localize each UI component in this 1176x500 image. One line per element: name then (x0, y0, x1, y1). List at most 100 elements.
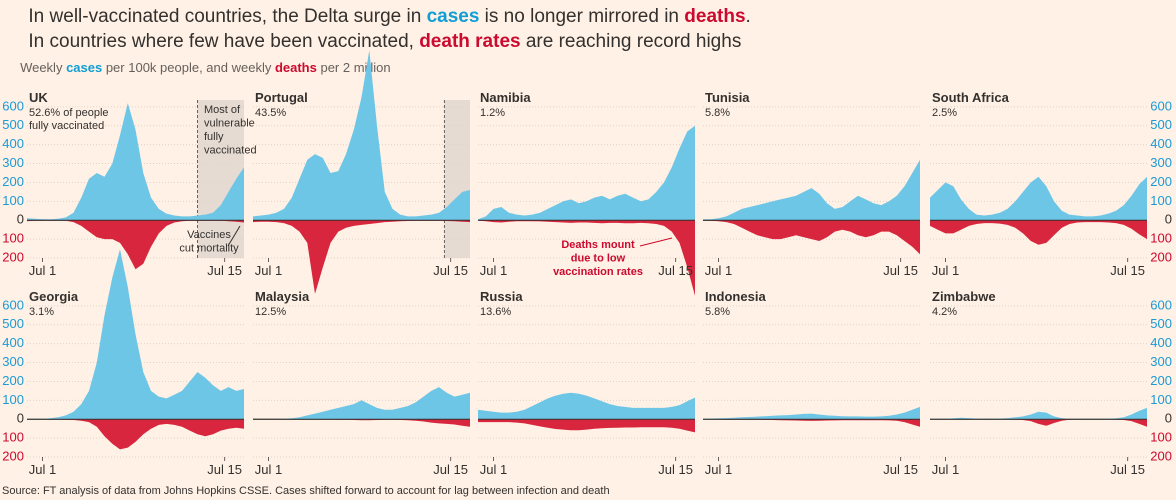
title-part: cases (427, 6, 480, 27)
highlight-region (444, 100, 470, 258)
y-tick-label: 500 (2, 316, 24, 331)
y-tick-label: 100 (2, 231, 24, 246)
area (703, 406, 920, 420)
y-tick-label: 100 (2, 392, 24, 407)
subtitle-part: cases (66, 60, 102, 75)
panel-title: Zimbabwe (932, 289, 996, 304)
y-tick-label: 300 (2, 155, 24, 170)
x-tick-label: Jul 1 (705, 263, 732, 278)
y-tick-label: 200 (2, 448, 24, 463)
annotation-text: Vaccines (187, 229, 231, 241)
subtitle-part: per 2 million (317, 60, 391, 75)
y-tick-label: 0 (1165, 411, 1172, 426)
panel-title: Namibia (480, 90, 531, 105)
area (703, 419, 920, 427)
area (703, 159, 920, 221)
panel-subtitle: 5.8% (705, 107, 730, 119)
area (930, 176, 1147, 221)
y-tick-label: 200 (1150, 174, 1172, 189)
x-tick-label: Jul 1 (932, 462, 959, 477)
annotation-text: vaccination rates (553, 266, 643, 278)
panel: Indonesia 5.8% Jul 1 Jul 15 (703, 289, 920, 477)
panel-title: Malaysia (255, 289, 310, 304)
panel: Namibia 1.2% Jul 1 Jul 15 Deaths mount due to… (478, 90, 695, 296)
x-tick-label: Jul 1 (705, 462, 732, 477)
x-tick-label: Jul 15 (1110, 263, 1145, 278)
y-tick-label: 100 (1150, 231, 1172, 246)
annotation-text: Most of (204, 104, 241, 116)
subtitle-part: Weekly (20, 60, 66, 75)
panel-title: Russia (480, 289, 523, 304)
panel: South Africa 2.5% Jul 1 Jul 15 600 500 400 300 2… (930, 90, 1172, 278)
area (930, 407, 1147, 420)
annotation-text: due to low (571, 253, 626, 265)
x-tick-label: Jul 15 (433, 462, 468, 477)
annotation-text: fully (204, 131, 224, 143)
title-part: deaths (684, 6, 745, 27)
panel-subtitle: 4.2% (932, 306, 957, 318)
area (478, 419, 695, 433)
x-tick-label: Jul 1 (480, 462, 507, 477)
y-tick-label: 100 (2, 430, 24, 445)
y-tick-label: 0 (17, 411, 24, 426)
panel-title: South Africa (932, 90, 1010, 105)
source: Source: FT analysis of data from Johns H… (2, 485, 610, 497)
annotation-text: Deaths mount (561, 239, 635, 251)
y-tick-label: 0 (17, 212, 24, 227)
subtitle-part: per 100k people, and weekly (102, 60, 275, 75)
x-tick-label: Jul 15 (883, 462, 918, 477)
y-tick-label: 500 (1150, 117, 1172, 132)
x-tick-label: Jul 1 (255, 263, 282, 278)
y-tick-label: 300 (1150, 354, 1172, 369)
area (478, 125, 695, 221)
panel: Portugal 43.5% Jul 1 Jul 15 (253, 50, 470, 294)
x-tick-label: Jul 15 (883, 263, 918, 278)
y-tick-label: 200 (1150, 448, 1172, 463)
x-tick-label: Jul 15 (658, 263, 693, 278)
annotation: Vaccines cut mortality (179, 225, 241, 255)
y-tick-label: 100 (1150, 193, 1172, 208)
panel-subtitle: 5.8% (705, 306, 730, 318)
panel-subtitle: 2.5% (932, 107, 957, 119)
y-tick-label: 600 (2, 98, 24, 113)
title-part: In countries where few have been vaccina… (28, 31, 419, 52)
area (703, 220, 920, 255)
y-tick-label: 500 (2, 117, 24, 132)
panel-title: Indonesia (705, 289, 766, 304)
panel-subtitle: 52.6% of people (29, 107, 109, 119)
annotation-text: vaccinated (204, 145, 257, 157)
panel-subtitle: 43.5% (255, 107, 286, 119)
panel: Zimbabwe 4.2% Jul 1 Jul 15 600 500 400 300 200 10… (930, 289, 1172, 477)
area (253, 50, 470, 221)
area (478, 392, 695, 420)
y-tick-label: 200 (1150, 249, 1172, 264)
panel-subtitle: fully vaccinated (29, 120, 104, 132)
area (253, 419, 470, 427)
y-tick-label: 100 (1150, 430, 1172, 445)
area (253, 387, 470, 420)
y-tick-label: 200 (2, 373, 24, 388)
panel-subtitle: 13.6% (480, 306, 511, 318)
area (27, 103, 244, 221)
title-part: are reaching record highs (521, 31, 742, 52)
x-tick-label: Jul 1 (480, 263, 507, 278)
y-tick-label: 500 (1150, 316, 1172, 331)
annotation-text: vulnerable (204, 118, 255, 130)
y-tick-label: 600 (1150, 297, 1172, 312)
y-tick-label: 600 (2, 297, 24, 312)
title-part: is no longer mirrored in (479, 6, 684, 27)
title-line-2: In countries where few have been vaccina… (2, 31, 757, 52)
title-part: . (746, 6, 751, 27)
title-part: death rates (419, 31, 520, 52)
y-tick-label: 200 (1150, 373, 1172, 388)
area (27, 220, 244, 270)
title-part: In well-vaccinated countries, the Delta … (28, 6, 426, 27)
panel-subtitle: 12.5% (255, 306, 286, 318)
panel: Malaysia 12.5% Jul 1 Jul 15 (253, 289, 470, 477)
panel-title: Georgia (29, 289, 79, 304)
y-tick-label: 400 (1150, 335, 1172, 350)
y-tick-label: 300 (2, 354, 24, 369)
